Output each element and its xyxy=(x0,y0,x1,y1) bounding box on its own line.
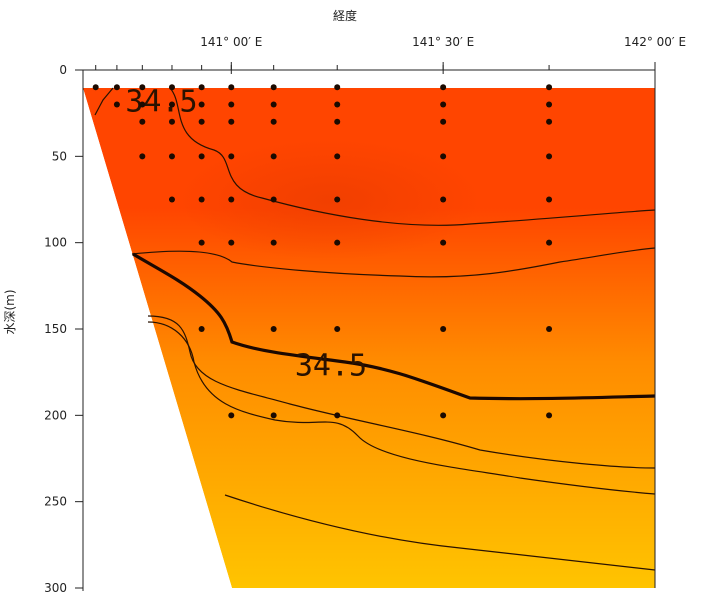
y-tick-label: 250 xyxy=(44,495,67,509)
station-point xyxy=(334,84,341,91)
station-point xyxy=(168,84,175,91)
station-point xyxy=(198,196,205,203)
station-points xyxy=(92,84,553,419)
station-point xyxy=(198,326,205,332)
y-tick-label: 100 xyxy=(44,236,67,250)
station-point xyxy=(168,101,175,108)
station-point xyxy=(334,153,341,160)
station-point xyxy=(546,326,553,332)
y-tick-label: 50 xyxy=(52,149,67,163)
station-point xyxy=(334,196,341,203)
station-point xyxy=(440,326,447,332)
station-point xyxy=(198,101,205,108)
no-data-region xyxy=(83,88,232,588)
contour-line xyxy=(131,247,656,278)
station-point xyxy=(546,153,553,160)
station-point xyxy=(228,101,235,108)
station-point xyxy=(334,412,341,419)
station-point xyxy=(270,412,277,419)
station-point xyxy=(270,196,277,203)
x-tick-label: 141° 00′ E xyxy=(200,35,262,49)
station-point xyxy=(198,239,205,246)
station-point xyxy=(198,153,205,160)
contour-line xyxy=(147,315,656,469)
station-point xyxy=(228,118,235,125)
station-point xyxy=(168,196,175,203)
station-point xyxy=(270,239,277,246)
x-tick-label: 141° 30′ E xyxy=(412,35,474,49)
contour-line xyxy=(94,87,114,116)
y-axis-title: 水深(m) xyxy=(3,289,17,334)
station-point xyxy=(113,84,120,91)
station-point xyxy=(440,412,447,419)
station-point xyxy=(198,118,205,125)
contour-line xyxy=(169,87,656,226)
station-point xyxy=(440,84,447,91)
station-point xyxy=(334,101,341,108)
station-point xyxy=(198,84,205,91)
core-shading xyxy=(180,140,480,260)
station-point xyxy=(168,153,175,160)
station-point xyxy=(228,84,235,91)
contour-label: 34.5 xyxy=(125,84,197,119)
station-point xyxy=(139,118,146,125)
station-point xyxy=(139,153,146,160)
station-point xyxy=(334,118,341,125)
station-point xyxy=(440,239,447,246)
station-point xyxy=(546,118,553,125)
axes: 0 50 100 150 200 250 300 141° 00′ E 141° 30′ E 14… xyxy=(44,35,686,595)
station-point xyxy=(546,412,553,419)
station-point xyxy=(92,84,99,91)
station-point xyxy=(228,412,235,419)
station-point xyxy=(270,84,277,91)
y-tick-label: 200 xyxy=(44,408,67,422)
station-point xyxy=(440,153,447,160)
station-point xyxy=(270,101,277,108)
x-tick-label: 142° 00′ E xyxy=(624,35,686,49)
station-point xyxy=(139,101,146,108)
contour-line xyxy=(147,321,656,495)
station-point xyxy=(270,326,277,332)
station-point xyxy=(270,153,277,160)
contour-label: 34.5 xyxy=(295,349,367,384)
station-point xyxy=(113,101,120,108)
station-point xyxy=(546,196,553,203)
station-point xyxy=(168,118,175,125)
station-point xyxy=(440,196,447,203)
station-point xyxy=(546,101,553,108)
y-tick-label: 300 xyxy=(44,581,67,595)
contour-lines: 34.5 34.5 xyxy=(94,84,656,571)
station-point xyxy=(270,118,277,125)
station-point xyxy=(228,196,235,203)
x-axis-title: 経度 xyxy=(333,8,357,23)
plot-area xyxy=(83,88,655,588)
station-point xyxy=(228,239,235,246)
station-point xyxy=(546,84,553,91)
station-point xyxy=(139,84,146,91)
station-point xyxy=(334,239,341,246)
station-point xyxy=(334,326,341,332)
station-point xyxy=(440,101,447,108)
y-tick-label: 150 xyxy=(44,322,67,336)
station-point xyxy=(440,118,447,125)
station-point xyxy=(228,153,235,160)
y-tick-label: 0 xyxy=(59,63,67,77)
contour-line-main xyxy=(132,252,656,401)
station-point xyxy=(546,239,553,246)
contour-line xyxy=(224,494,656,571)
